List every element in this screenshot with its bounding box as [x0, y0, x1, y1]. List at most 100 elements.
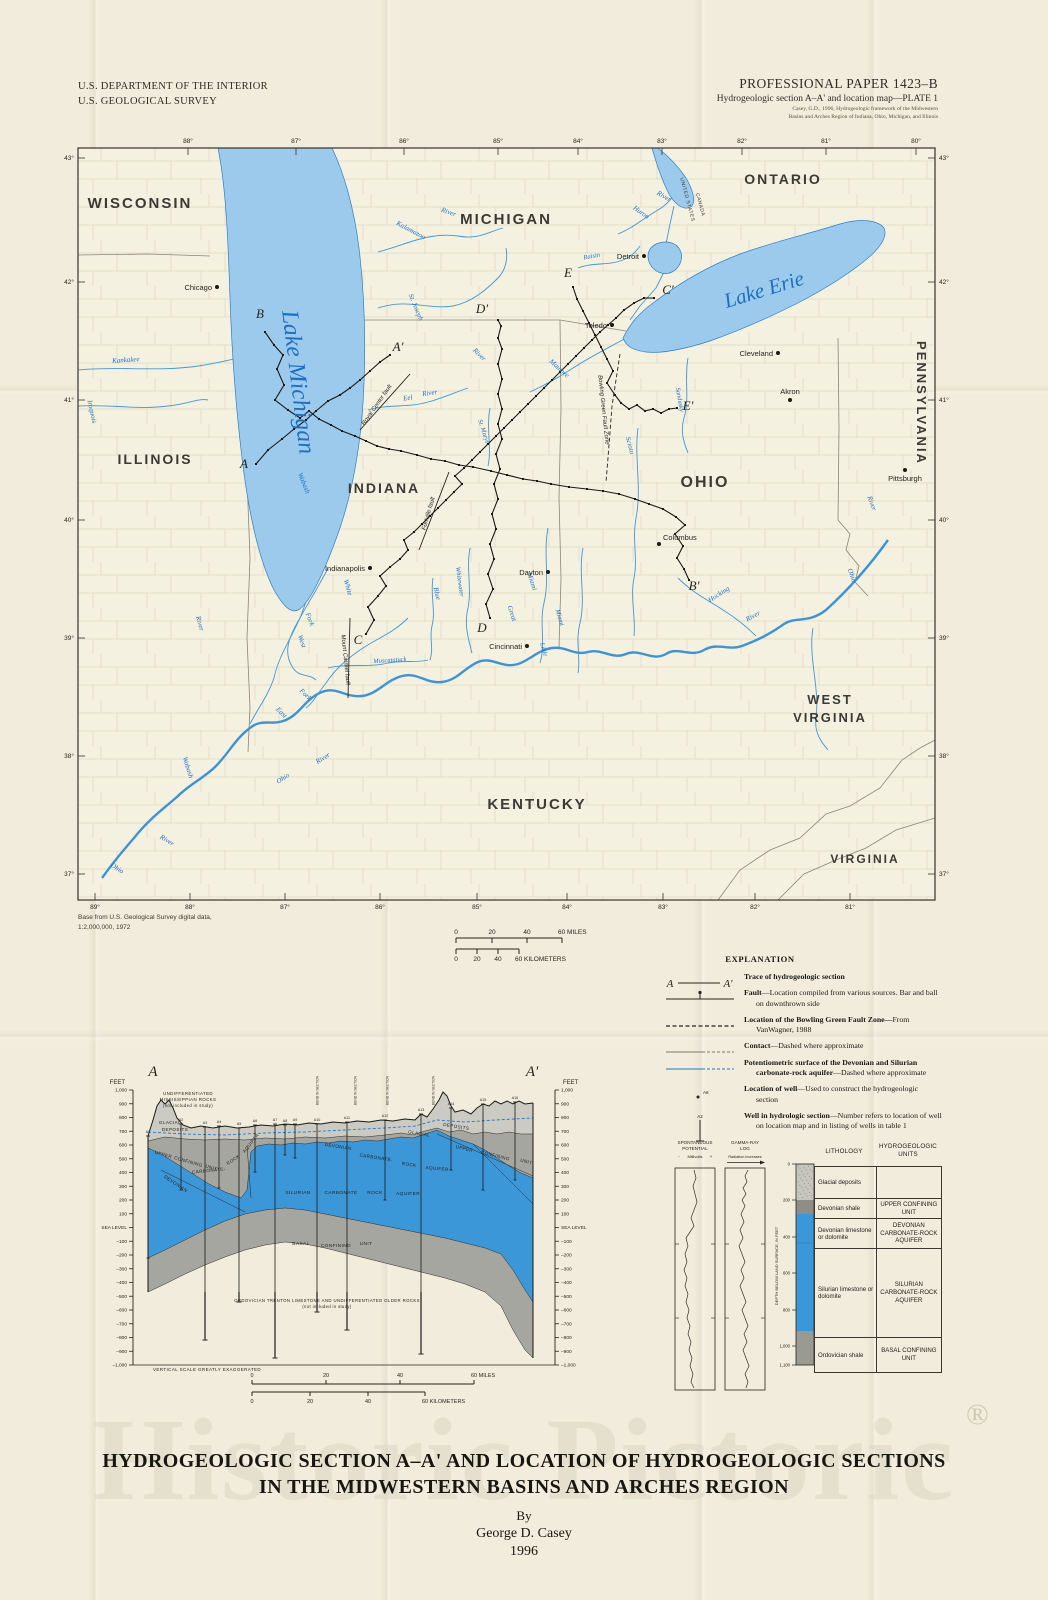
hydro-units-header-line2: UNITS	[898, 1151, 918, 1159]
lake-michigan	[217, 147, 365, 612]
lith-column-segment	[796, 1200, 814, 1214]
well-id-label: A11	[344, 1116, 350, 1120]
geology-label: CARBONATE-	[359, 1152, 393, 1162]
well-dot	[588, 322, 590, 324]
contact-symbol	[660, 1041, 744, 1053]
well-dot	[365, 440, 367, 442]
section-label: D'	[475, 301, 488, 316]
elevation-label: –900	[561, 1349, 572, 1355]
well-id-label: A9	[293, 1118, 297, 1122]
well-dot	[599, 331, 601, 333]
well-dot	[471, 459, 473, 461]
citation-line1: Casey, G.D., 1996, Hydrogeologic framewo…	[792, 106, 938, 112]
well-dot	[615, 317, 617, 319]
well-dot	[341, 430, 343, 432]
xs-km-label: 40	[365, 1399, 371, 1405]
river-path	[811, 627, 829, 751]
latitude-label: 37°	[64, 870, 74, 878]
label: A2	[697, 1114, 703, 1119]
trace-symbol: A A'	[660, 972, 744, 990]
map-scale-bar: 0 20 40 60 MILES 0 20 40 60 KILOMETERS	[454, 929, 587, 963]
author: George D. Casey	[476, 1526, 572, 1541]
elevation-label: –200	[561, 1253, 572, 1259]
latitude-label: 40°	[64, 516, 74, 524]
well-dot	[594, 334, 596, 336]
city-label: Indianapolis	[325, 564, 365, 573]
well-dot	[283, 384, 285, 386]
elevation-label: 300	[561, 1184, 569, 1190]
lith-speckle	[809, 1191, 811, 1193]
geology-label: CONFINING	[321, 1243, 352, 1249]
well-dot	[399, 558, 401, 560]
well-dot	[500, 325, 502, 327]
water-label: Little	[538, 641, 549, 657]
elevation-label: –500	[561, 1294, 572, 1300]
city-label: Columbus	[663, 533, 697, 542]
well-section-icon: A2	[696, 1114, 704, 1142]
xs-miles-label: 40	[397, 1373, 403, 1379]
well-dot	[497, 319, 499, 321]
lith-speckle	[802, 1197, 803, 1198]
elevation-label: –700	[116, 1321, 127, 1327]
well-dot	[359, 379, 361, 381]
longitude-label: 86°	[375, 903, 385, 911]
elevation-label: –600	[561, 1308, 572, 1314]
lithology-table-body: Glacial deposits Devonian shale UPPER CONF…	[814, 1166, 942, 1373]
explanation-text: Contact—Dashed where approximate	[744, 1041, 864, 1051]
well-dot	[576, 298, 578, 300]
miles-label: 40	[523, 929, 531, 936]
explanation-item: Potentiometric surface of the Devonian a…	[660, 1058, 942, 1079]
lith-speckle	[807, 1172, 809, 1174]
state-label: VIRGINIA	[793, 710, 867, 725]
section-trace-D	[485, 319, 503, 619]
year: 1996	[510, 1544, 538, 1559]
agency-line2: U.S. GEOLOGICAL SURVEY	[78, 95, 217, 107]
city-label: Cincinnati	[489, 642, 522, 651]
geology-label: CONFINING	[481, 1150, 511, 1162]
river-path	[539, 527, 549, 664]
elevation-label: 200	[119, 1198, 127, 1204]
elevation-label: –900	[116, 1349, 127, 1355]
well-dot	[487, 573, 489, 575]
longitude-label: 88°	[185, 903, 195, 911]
well-dot	[461, 483, 463, 485]
lith-speckle	[800, 1177, 802, 1179]
water-label: Blue	[432, 586, 443, 600]
hydro-units-header: HYDROGEOLOGIC UNITS	[874, 1140, 942, 1166]
well-dot	[499, 468, 501, 470]
well-dot	[365, 633, 367, 635]
lithology-table: LITHOLOGY HYDROGEOLOGIC UNITS Glacial de…	[814, 1140, 942, 1373]
well-dot	[628, 408, 630, 410]
well-dot	[463, 467, 465, 469]
agency-header: U.S. DEPARTMENT OF THE INTERIOR U.S. GEO…	[78, 80, 268, 109]
circle	[698, 991, 702, 995]
lith-table-row: Glacial deposits	[815, 1167, 941, 1199]
lith-speckle	[806, 1195, 808, 1197]
well-dot	[660, 412, 662, 414]
geology-label: VERTICAL SCALE GREATLY EXAGGERATED	[153, 1367, 261, 1372]
lith-speckle	[810, 1195, 812, 1197]
bgfz-icon	[666, 1025, 734, 1027]
well-dot	[567, 363, 569, 365]
lith-speckle	[804, 1176, 806, 1178]
bend-in-section-label: BEND IN SECTION	[316, 1075, 320, 1105]
well-id-label: A8	[283, 1119, 287, 1123]
geology-label: SILURIAN	[285, 1190, 310, 1196]
river-path	[465, 547, 473, 654]
well-dot	[503, 427, 505, 429]
label: A	[666, 978, 674, 990]
state-label: INDIANA	[348, 480, 420, 496]
well-dot	[485, 603, 487, 605]
well-id-label: A12	[382, 1114, 388, 1118]
section-trace-E	[572, 286, 678, 414]
geology-label: CARBONATE-	[192, 1166, 226, 1175]
latitude-label: 38°	[939, 752, 949, 760]
well-dot	[389, 566, 391, 568]
base-credit-line2: 1:2,000,000, 1972	[78, 923, 131, 931]
well-dot	[421, 523, 423, 525]
basal-confining-layer	[148, 1208, 533, 1358]
title-block: HYDROGEOLOGIC SECTION A–A' AND LOCATION …	[0, 1450, 1048, 1560]
well-dot	[586, 488, 588, 490]
sp-header: POTENTIAL	[682, 1146, 708, 1151]
well-dot	[606, 382, 608, 384]
